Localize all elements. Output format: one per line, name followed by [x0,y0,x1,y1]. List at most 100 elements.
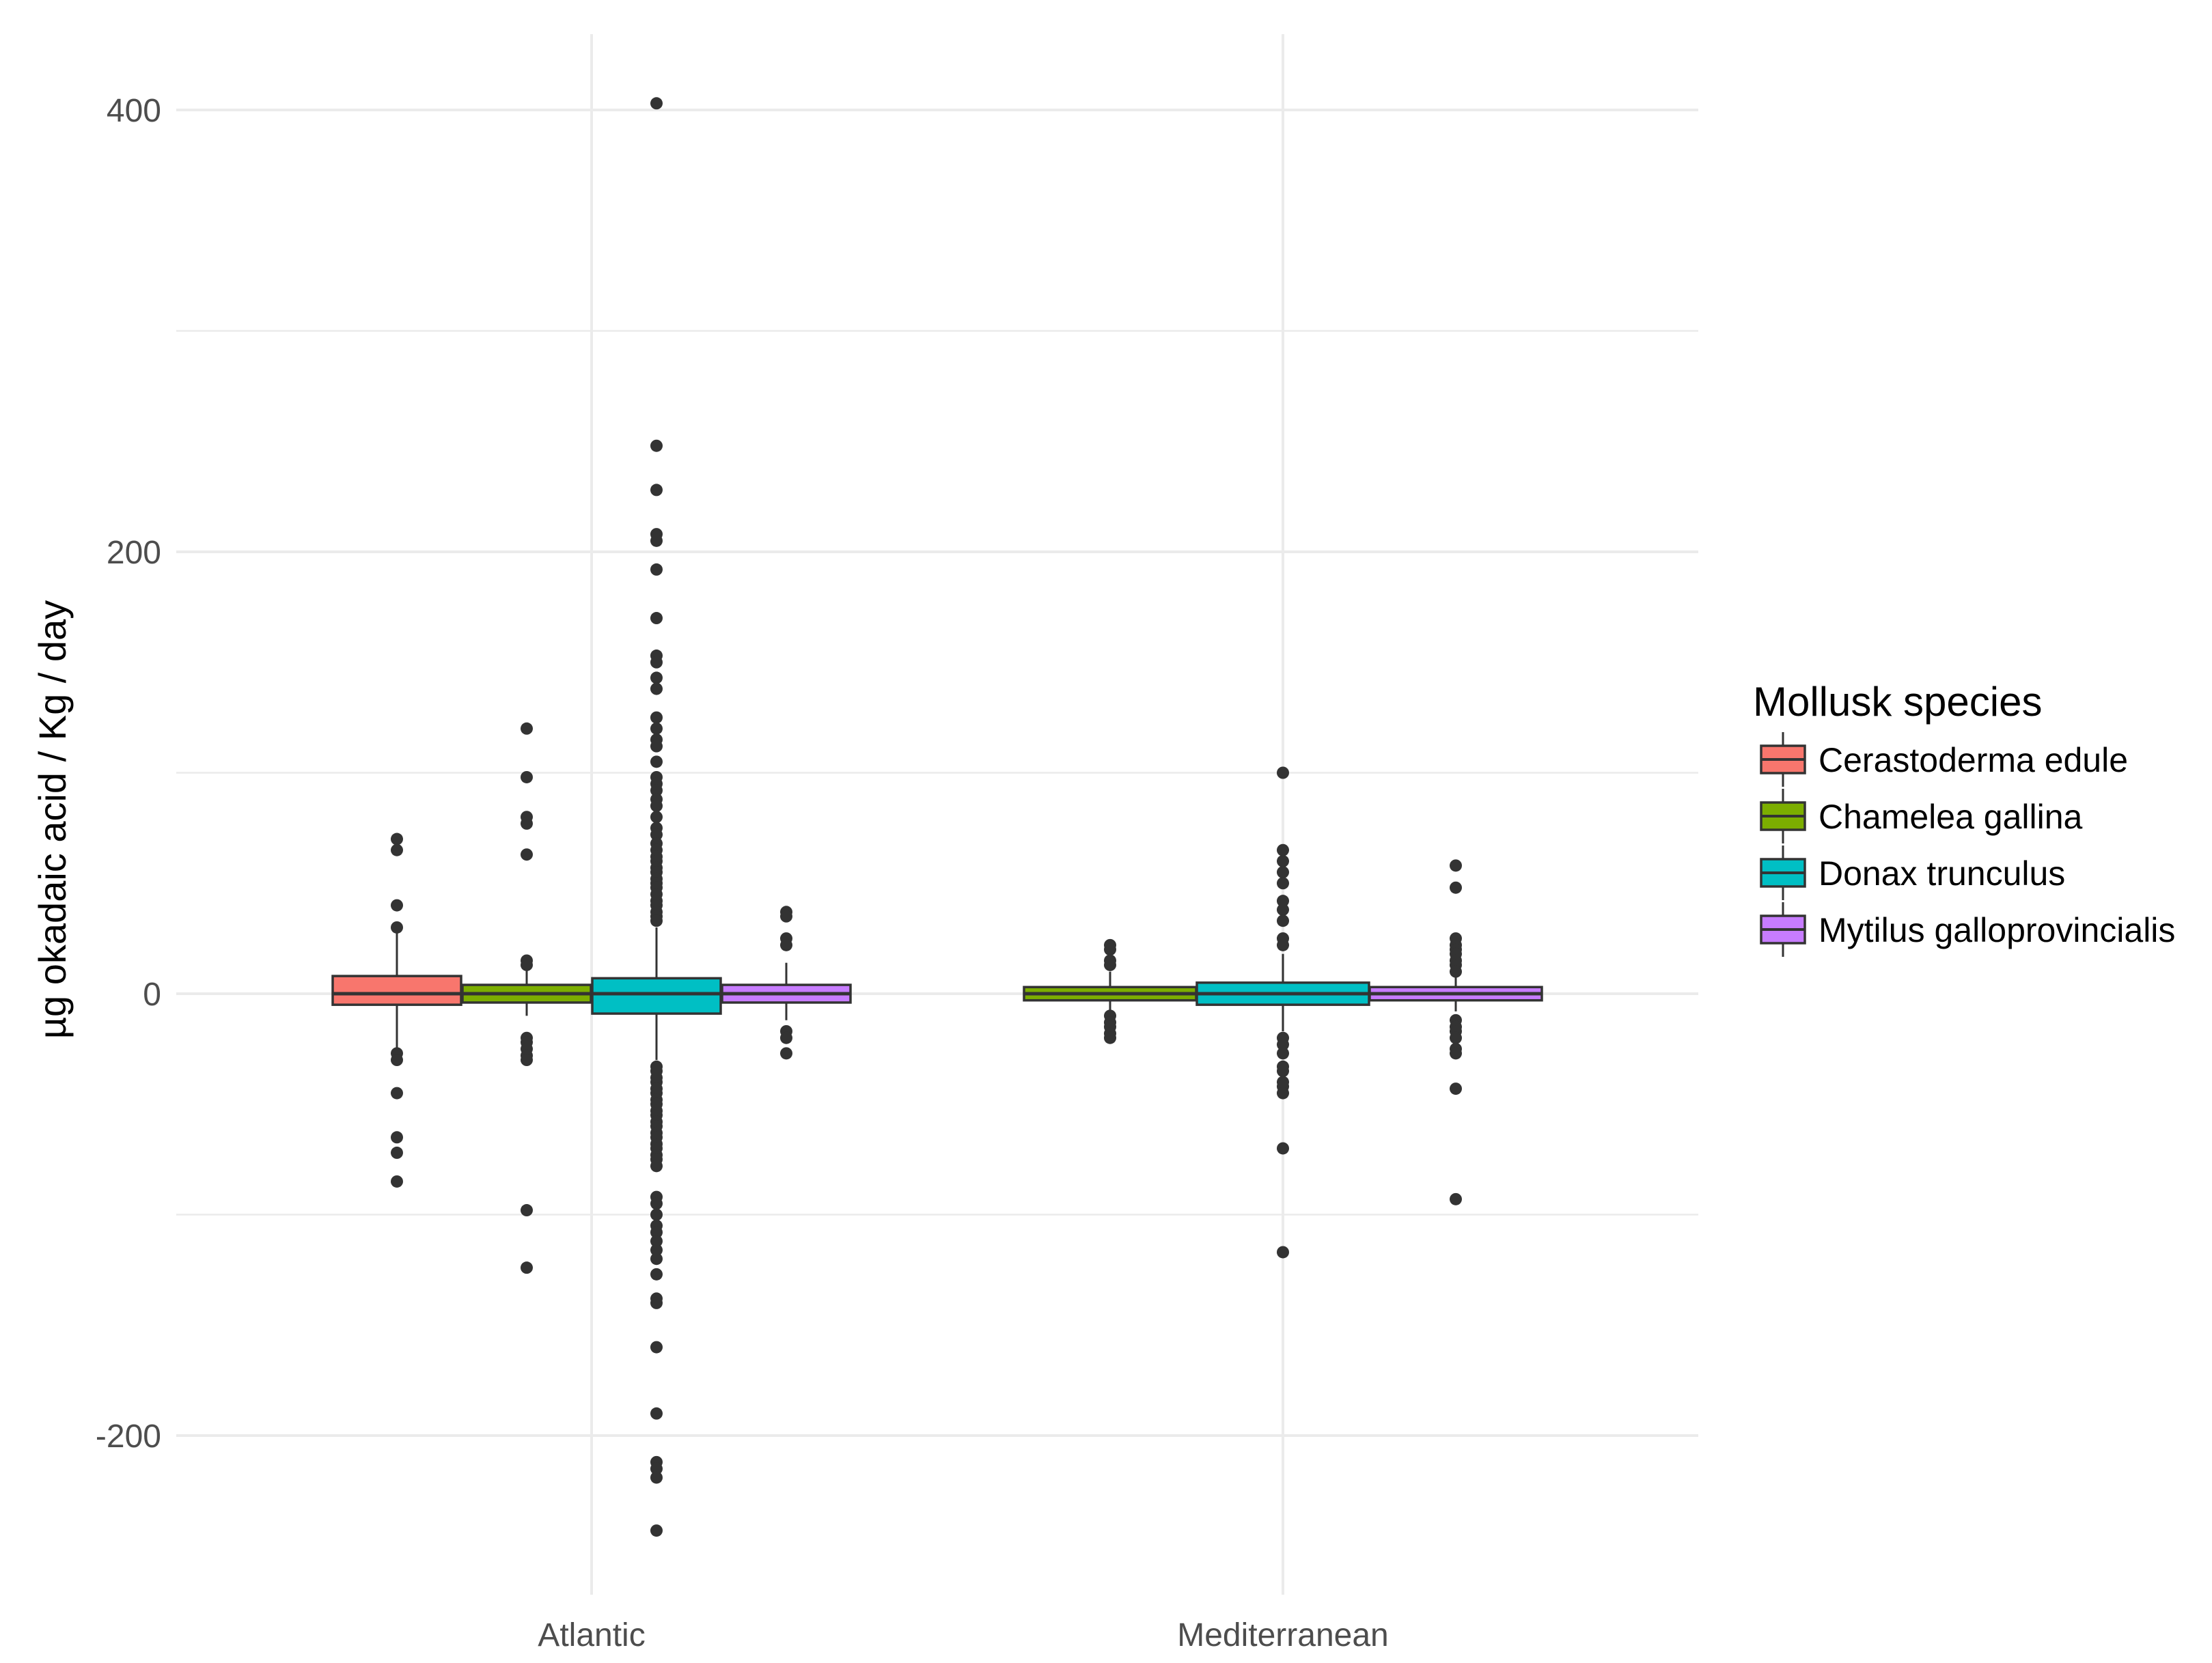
outlier-point [1277,866,1289,879]
outlier-point [650,1253,663,1266]
outlier-point [1277,843,1289,856]
outlier-point [1450,1082,1462,1095]
outlier-point [650,1268,663,1281]
outlier-point [650,1407,663,1420]
legend: Mollusk species Cerastoderma edule Chamel… [1753,679,2175,957]
legend-entry: Mytilus galloprovincialis [1760,902,2175,957]
outlier-point [1277,1065,1289,1078]
outlier-point [650,1244,663,1257]
outlier-point [780,1047,792,1060]
box-chamelea-gallina-atlantic [461,722,592,1274]
outlier-point [650,1160,663,1173]
box-iqr [591,977,722,1015]
outlier-point [650,97,663,110]
outlier-point [650,711,663,724]
y-tick-label: 200 [107,535,161,571]
outlier-point [650,811,663,824]
outlier-point [521,770,533,783]
y-tick-label: -200 [96,1419,161,1455]
x-tick-label: Atlantic [538,1617,645,1653]
outlier-point [650,722,663,735]
legend-entry: Donax trunculus [1760,846,2065,900]
outlier-point [780,1031,792,1044]
outlier-point [650,914,663,927]
outlier-point [1450,1047,1462,1060]
outlier-point [1277,904,1289,917]
outlier-point [1277,1087,1289,1100]
box-chamelea-gallina-mediterranean [1023,938,1198,1044]
outlier-point [1450,859,1462,872]
outlier-point [391,899,403,912]
legend-entry: Cerastoderma edule [1760,732,2128,787]
outlier-point [650,784,663,797]
outlier-point [650,740,663,753]
outlier-point [650,484,663,497]
legend-title: Mollusk species [1753,679,2043,725]
outlier-point [650,1226,663,1239]
outlier-point [1104,943,1116,956]
outlier-point [1277,877,1289,890]
outlier-point [650,1341,663,1354]
outlier-point [650,800,663,813]
outlier-point [1277,1038,1289,1051]
outlier-point [1277,1047,1289,1060]
outlier-point [650,612,663,625]
legend-entry: Chamelea gallina [1760,789,2083,843]
outlier-point [1277,895,1289,908]
x-axis-ticks: Atlantic Mediterranean [538,1617,1388,1653]
outlier-point [780,938,792,951]
outlier-point [391,1054,403,1067]
outlier-point [650,1208,663,1221]
outlier-point [1277,854,1289,867]
outlier-point [391,1131,403,1144]
outlier-point [650,1471,663,1484]
outlier-point [1277,938,1289,951]
legend-label: Mytilus galloprovincialis [1819,911,2175,949]
outlier-point [391,833,403,846]
outlier-point [650,682,663,695]
outlier-point [391,1146,403,1159]
outlier-point [391,921,403,934]
outlier-point [650,563,663,576]
outlier-point [1450,965,1462,978]
y-tick-label: 0 [143,977,161,1013]
outlier-point [521,1204,533,1217]
outlier-point [650,1197,663,1210]
box-donax-trunculus-atlantic [591,97,722,1537]
outlier-point [391,1087,403,1100]
legend-label: Cerastoderma edule [1819,741,2128,779]
legend-entries: Cerastoderma edule Chamelea gallina Donax … [1760,732,2175,957]
outlier-point [650,534,663,547]
box-mytilus-galloprovincialis-mediterranean [1368,859,1543,1205]
outlier-point [1277,766,1289,779]
boxplots [331,97,1543,1537]
outlier-point [521,1261,533,1274]
outlier-point [780,910,792,923]
outlier-point [521,722,533,735]
outlier-point [650,656,663,669]
outlier-point [650,1462,663,1475]
outlier-point [1277,914,1289,927]
box-cerastoderma-edule-atlantic [331,833,462,1188]
outlier-point [650,755,663,768]
outlier-point [650,828,663,841]
outlier-point [1450,1031,1462,1044]
legend-label: Chamelea gallina [1819,798,2083,836]
outlier-point [650,671,663,684]
outlier-point [1277,1246,1289,1259]
outlier-point [1450,881,1462,894]
x-tick-label: Mediterranean [1177,1617,1389,1653]
outlier-point [521,848,533,861]
outlier-point [1104,958,1116,971]
outlier-point [650,1235,663,1248]
y-axis-title: µg okadaic acid / Kg / day [31,600,74,1039]
y-axis-ticks: -200 0 200 400 [96,93,161,1455]
legend-label: Donax trunculus [1819,854,2065,893]
outlier-point [1450,1192,1462,1205]
outlier-point [1277,1142,1289,1155]
outlier-point [391,843,403,856]
box-iqr [331,975,462,1006]
outlier-point [521,1054,533,1067]
outlier-point [521,817,533,830]
